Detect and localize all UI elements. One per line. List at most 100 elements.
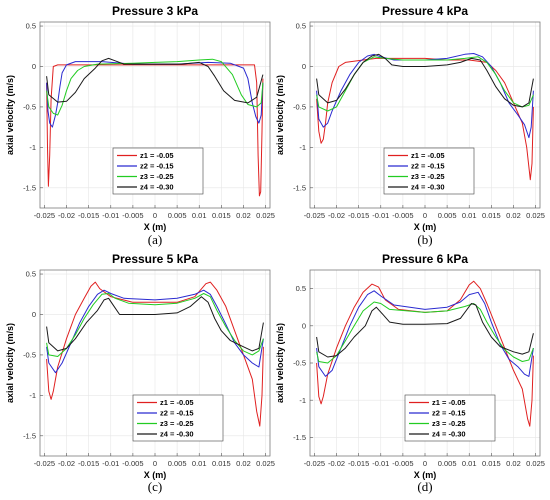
y-tick-label: 0.5: [26, 22, 36, 31]
y-axis-label: axial velocity (m/s): [275, 323, 285, 403]
x-tick-label: 0.01: [462, 211, 477, 220]
panel-caption: (d): [417, 479, 432, 494]
x-tick-label: 0.015: [212, 459, 231, 468]
x-tick-label: 0: [153, 211, 157, 220]
legend-entry: z1 = -0.05: [432, 398, 466, 407]
x-tick-label: 0.025: [256, 459, 275, 468]
x-axis-label: X (m): [414, 470, 437, 480]
legend-entry: z4 = -0.30: [411, 183, 445, 192]
y-tick-label: 0: [32, 310, 36, 319]
y-tick-label: 0: [302, 321, 306, 330]
legend-entry: z1 = -0.05: [160, 398, 194, 407]
series-line-z4: [316, 53, 534, 108]
legend-entry: z2 = -0.15: [411, 162, 445, 171]
y-tick-label: 0: [302, 62, 306, 71]
series-line-z4: [46, 57, 264, 104]
series-line-z2: [316, 290, 534, 377]
y-tick-label: -1: [299, 143, 306, 152]
x-tick-label: -0.02: [328, 211, 345, 220]
x-tick-label: 0.005: [438, 459, 457, 468]
x-axis-label: X (m): [144, 470, 167, 480]
x-tick-label: -0.01: [102, 459, 119, 468]
y-axis-label: axial velocity (m/s): [275, 75, 285, 155]
x-tick-label: -0.01: [102, 211, 119, 220]
y-tick-label: 0: [32, 62, 36, 71]
x-tick-label: -0.015: [78, 211, 99, 220]
x-tick-label: -0.015: [348, 459, 369, 468]
series-line-z1: [46, 281, 264, 427]
panel-caption: (b): [417, 232, 432, 247]
panel-caption: (a): [148, 232, 162, 247]
x-tick-label: -0.005: [122, 211, 143, 220]
series-line-z3: [46, 58, 264, 116]
x-tick-label: -0.025: [34, 459, 55, 468]
x-tick-label: 0.01: [192, 459, 207, 468]
legend-entry: z2 = -0.15: [432, 409, 466, 418]
legend-entry: z2 = -0.15: [140, 162, 174, 171]
x-tick-label: -0.005: [392, 459, 413, 468]
legend-box: [132, 394, 224, 442]
legend-entry: z4 = -0.30: [432, 430, 466, 439]
x-tick-label: 0.025: [526, 459, 545, 468]
panel-caption: (c): [148, 479, 162, 494]
x-tick-label: 0.015: [482, 211, 501, 220]
x-tick-label: -0.015: [78, 459, 99, 468]
y-axis-label: axial velocity (m/s): [5, 75, 15, 155]
chart-title: Pressure 3 kPa: [112, 4, 198, 18]
y-tick-label: -1: [299, 396, 306, 405]
y-tick-label: 0.5: [26, 270, 36, 279]
x-tick-label: 0.02: [506, 211, 521, 220]
y-tick-label: -0.5: [293, 359, 306, 368]
legend-entry: z1 = -0.05: [140, 151, 174, 160]
x-tick-label: 0.015: [482, 459, 501, 468]
y-tick-label: -1.5: [293, 433, 306, 442]
legend-entry: z3 = -0.25: [411, 172, 445, 181]
legend-entry: z4 = -0.30: [160, 430, 194, 439]
x-tick-label: 0: [423, 211, 427, 220]
x-tick-label: 0.025: [256, 211, 275, 220]
x-tick-label: 0.02: [236, 211, 251, 220]
x-tick-label: 0: [153, 459, 157, 468]
x-tick-label: 0.01: [462, 459, 477, 468]
x-tick-label: -0.01: [372, 211, 389, 220]
chart-title: Pressure 6 kPa: [382, 252, 468, 266]
x-tick-label: 0.015: [212, 211, 231, 220]
x-tick-label: -0.02: [58, 459, 75, 468]
x-tick-label: 0.01: [192, 211, 207, 220]
x-tick-label: 0.025: [526, 211, 545, 220]
y-tick-label: 0.5: [296, 22, 306, 31]
y-axis-label: axial velocity (m/s): [5, 323, 15, 403]
chart-panel-3: -0.025 -0.02 -0.015 -0.01 -0.005 0 0.005 0.01 0.…: [5, 252, 275, 494]
chart-panel-4: -0.025 -0.02 -0.015 -0.01 -0.005 0 0.005 0.01 0.…: [275, 252, 545, 494]
y-tick-label: -1: [29, 391, 36, 400]
x-axis-label: X (m): [144, 222, 167, 232]
x-tick-label: 0: [423, 459, 427, 468]
y-tick-label: -1: [29, 143, 36, 152]
legend-entry: z3 = -0.25: [140, 172, 174, 181]
y-tick-label: -0.5: [293, 103, 306, 112]
series-line-z1: [46, 64, 264, 197]
legend-entry: z3 = -0.25: [432, 419, 466, 428]
x-tick-label: -0.02: [328, 459, 345, 468]
y-tick-label: -1.5: [23, 431, 36, 440]
y-tick-label: -1.5: [293, 183, 306, 192]
chart-title: Pressure 4 kPa: [382, 4, 468, 18]
legend-entry: z3 = -0.25: [160, 419, 194, 428]
y-tick-label: -0.5: [23, 103, 36, 112]
series-line-z3: [316, 56, 534, 112]
y-tick-label: -0.5: [23, 351, 36, 360]
x-tick-label: -0.025: [304, 459, 325, 468]
series-line-z3: [316, 301, 534, 364]
chart-title: Pressure 5 kPa: [112, 252, 198, 266]
x-tick-label: 0.005: [168, 459, 187, 468]
y-tick-label: 0.5: [296, 284, 306, 293]
x-tick-label: -0.005: [122, 459, 143, 468]
legend-entry: z1 = -0.05: [411, 151, 445, 160]
x-tick-label: 0.005: [168, 211, 187, 220]
chart-panel-2: -0.025 -0.02 -0.015 -0.01 -0.005 0 0.005 0.01 0.…: [275, 4, 545, 247]
